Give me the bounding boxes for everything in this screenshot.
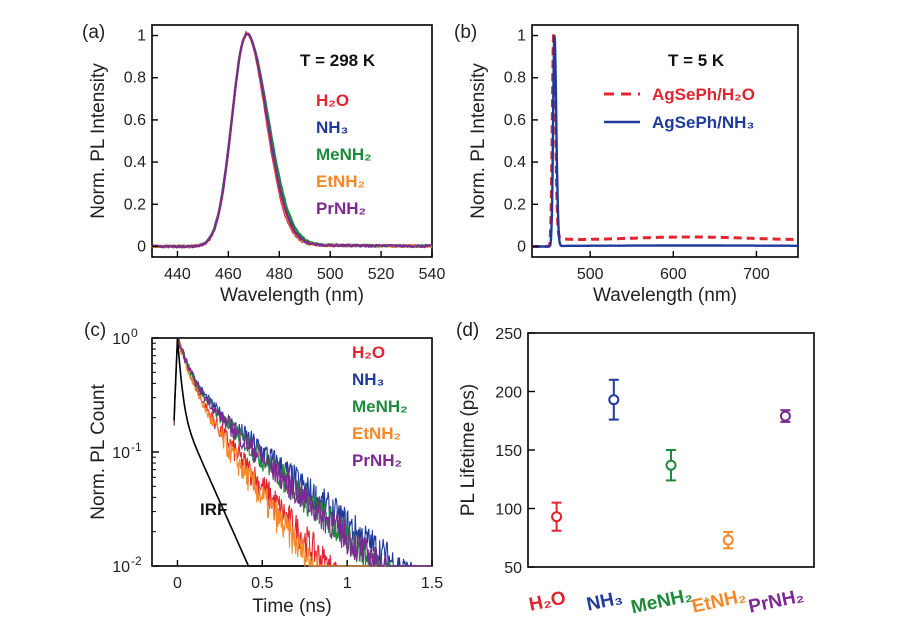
panel-a-ytick-label: 0 — [137, 238, 146, 255]
panel-b: (b) 500 600 700 0 0.2 0.4 0.6 0.8 1 T = 5 K AgSe… — [454, 22, 799, 306]
panel-b-legend-entry-NH3: AgSePh/NH₃ — [652, 113, 754, 132]
panel-b-frame — [531, 24, 799, 258]
panel-d-ylabel: PL Lifetime (ps) — [458, 384, 479, 516]
panel-a-legend-entry-NH3: NH₃ — [316, 118, 348, 137]
panel-d-point-H2O — [551, 511, 563, 523]
panel-a-ytick-label: 1 — [137, 28, 146, 45]
panel-b-xtick-label: 600 — [660, 266, 687, 283]
panel-d-category-label-MeNH2: MeNH₂ — [629, 585, 694, 618]
panel-c-xtick-label: 0 — [173, 575, 182, 592]
panel-a-ylabel: Norm. PL Intensity — [88, 63, 109, 219]
panel-b-ytick-label: 0.4 — [504, 154, 526, 171]
panel-d-point-PrNH2 — [779, 410, 791, 422]
panel-c-series-IRF — [173, 337, 305, 567]
panel-b-ytick-label: 0 — [517, 238, 526, 255]
panel-a-xtick-label: 480 — [266, 266, 293, 283]
panel-c-legend-entry-EtNH2: EtNH₂ — [352, 424, 401, 443]
panel-d-point-EtNH2 — [722, 534, 734, 546]
panel-d-category-label-H2O: H₂O — [527, 588, 568, 616]
panel-a-legend-entry-H2O: H₂O — [316, 91, 349, 110]
panel-a-xtick-label: 440 — [164, 266, 191, 283]
panel-c-xtick-label: 1.5 — [421, 575, 443, 592]
panel-b-label: (b) — [454, 22, 477, 43]
panel-c-ylabel: Norm. PL Count — [88, 384, 109, 520]
panel-c-legend-entry-NH3: NH₃ — [352, 370, 384, 389]
panel-d-category-label-NH3: NH₃ — [585, 588, 625, 616]
panel-c-series-PrNH2 — [173, 338, 432, 567]
panel-a-ytick-label: 0.8 — [124, 70, 146, 87]
panel-d-point-MeNH2 — [665, 459, 677, 471]
panel-c-ytick-exponent: 0 — [131, 326, 138, 340]
panel-b-legend: AgSePh/H₂O AgSePh/NH₃ — [604, 85, 755, 132]
panel-c-legend-entry-PrNH2: PrNH₂ — [352, 451, 402, 470]
panel-b-xtick-label: 700 — [743, 266, 770, 283]
panel-a-curves — [151, 30, 433, 249]
panel-c-xtick-label: 1 — [343, 575, 352, 592]
panel-b-series-H2O — [532, 32, 798, 248]
panel-a-annotation: T = 298 K — [300, 51, 376, 70]
panel-b-ticks: 500 600 700 0 0.2 0.4 0.6 0.8 1 — [504, 28, 770, 283]
panel-a: (a) 440 460 480 500 520 540 0 0.2 0.4 0.6 0.8 1 T =… — [82, 22, 445, 306]
panel-a-xtick-label: 460 — [215, 266, 242, 283]
panel-c-ytick-base: 10 — [112, 331, 130, 348]
panel-c-legend: H₂O NH₃ MeNH₂ EtNH₂ PrNH₂ — [352, 343, 408, 470]
panel-a-ytick-label: 0.4 — [124, 154, 146, 171]
panel-a-legend: H₂O NH₃ MeNH₂ EtNH₂ PrNH₂ — [316, 91, 372, 218]
panel-a-label: (a) — [82, 22, 105, 43]
panel-a-legend-entry-EtNH2: EtNH₂ — [316, 172, 365, 191]
panel-a-series-PrNH2 — [151, 31, 433, 249]
panel-d-category-label-PrNH2: PrNH₂ — [747, 586, 806, 618]
panel-a-ytick-label: 0.2 — [124, 196, 146, 213]
panel-c-label: (c) — [84, 320, 106, 341]
panel-b-xlabel: Wavelength (nm) — [593, 285, 737, 306]
panel-a-ytick-label: 0.6 — [124, 112, 146, 129]
panel-a-frame — [151, 24, 433, 258]
panel-d-ytick-label: 150 — [495, 443, 522, 460]
panel-b-ylabel: Norm. PL Intensity — [468, 63, 489, 219]
panel-b-ytick-label: 0.6 — [504, 112, 526, 129]
panel-d-ytick-label: 200 — [495, 385, 522, 402]
panel-b-curves — [532, 32, 798, 248]
panel-c-legend-entry-H2O: H₂O — [352, 343, 385, 362]
panel-c-irf-label: IRF — [200, 500, 227, 519]
panel-c-ytick-exponent: -2 — [131, 554, 142, 568]
panel-d-label: (d) — [456, 320, 479, 341]
panel-a-legend-entry-MeNH2: MeNH₂ — [316, 145, 372, 164]
panel-c-ytick-exponent: -1 — [131, 440, 142, 454]
panel-a-xlabel: Wavelength (nm) — [220, 285, 364, 306]
panel-c-xlabel: Time (ns) — [252, 596, 332, 617]
panel-a-series-MeNH2 — [152, 32, 433, 249]
panel-d-ytick-label: 50 — [504, 560, 522, 577]
panel-a-series-EtNH2 — [151, 31, 433, 249]
panel-c-ytick-base: 10 — [112, 445, 130, 462]
panel-b-legend-entry-H2O: AgSePh/H₂O — [652, 85, 755, 104]
panel-c-xtick-label: 0.5 — [251, 575, 273, 592]
panel-d-ytick-label: 100 — [495, 502, 522, 519]
panel-b-ytick-label: 0.2 — [504, 196, 526, 213]
panel-c-legend-entry-MeNH2: MeNH₂ — [352, 397, 408, 416]
panel-a-xtick-label: 540 — [419, 266, 446, 283]
panel-b-ytick-label: 0.8 — [504, 70, 526, 87]
panel-b-series-NH3 — [532, 35, 798, 248]
panel-d-category-label-EtNH2: EtNH₂ — [690, 586, 748, 618]
panel-d-point-NH3 — [608, 394, 620, 406]
panel-a-series-NH3 — [151, 31, 433, 249]
panel-a-series-H2O — [151, 30, 433, 249]
panel-a-xtick-label: 520 — [368, 266, 395, 283]
panel-a-legend-entry-PrNH2: PrNH₂ — [316, 199, 366, 218]
panel-b-annotation: T = 5 K — [668, 51, 725, 70]
panel-a-xtick-label: 500 — [317, 266, 344, 283]
panel-b-ytick-label: 1 — [517, 28, 526, 45]
panel-b-xtick-label: 500 — [577, 266, 604, 283]
panel-a-ticks: 440 460 480 500 520 540 0 0.2 0.4 0.6 0.8 1 — [124, 28, 446, 283]
panel-d-ytick-label: 250 — [495, 326, 522, 343]
panel-d-ticks: 50 100 150 200 250 — [495, 326, 535, 577]
panel-c-ytick-base: 10 — [112, 559, 130, 576]
panel-c-curves — [173, 337, 432, 567]
